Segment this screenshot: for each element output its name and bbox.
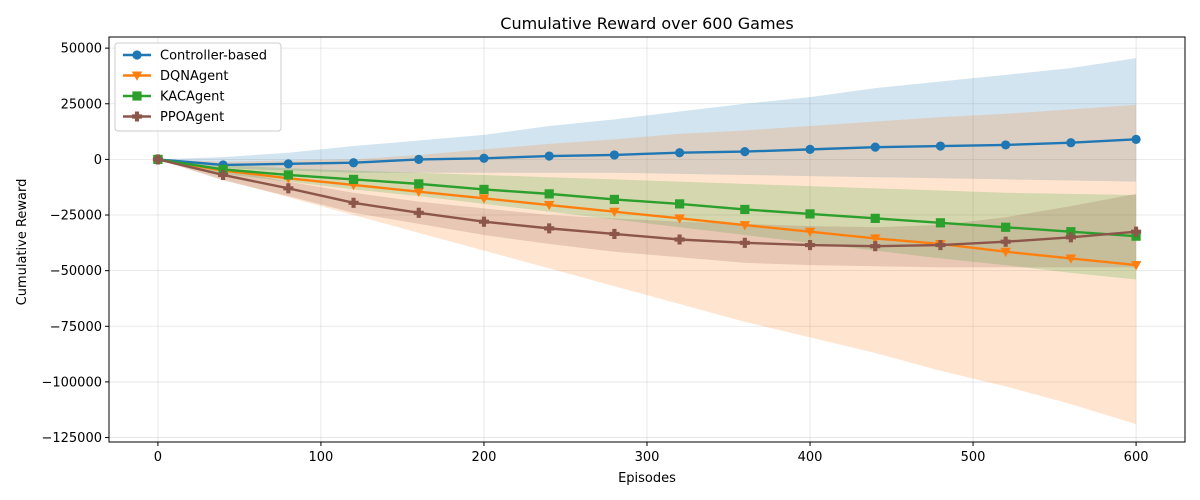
data-point (674, 214, 685, 224)
data-point (675, 148, 685, 158)
data-point (283, 170, 293, 180)
chart-title: Cumulative Reward over 600 Games (500, 14, 793, 33)
legend-box (114, 42, 282, 132)
data-point (1131, 134, 1141, 144)
x-tick-label: 300 (635, 450, 660, 465)
axes: 0 100 200 300 400 500 600 −125000 −100000 −75000 −… (41, 36, 1186, 465)
data-point (869, 234, 881, 244)
data-point (609, 207, 620, 217)
data-point (414, 179, 424, 189)
x-axis-label: Episodes (618, 471, 676, 486)
data-point (414, 154, 424, 164)
series-lines (152, 134, 1142, 271)
data-point (152, 154, 163, 165)
data-point (479, 153, 489, 163)
data-point (870, 213, 880, 223)
x-tick-label: 100 (309, 450, 334, 465)
data-point (674, 234, 685, 245)
data-point (1066, 138, 1076, 148)
data-point (1001, 222, 1011, 232)
data-point (1066, 227, 1076, 237)
data-point (805, 144, 815, 154)
data-point (544, 151, 554, 161)
x-tick-label: 200 (472, 450, 497, 465)
y-tick-label: 25000 (61, 97, 102, 112)
confidence-band (157, 104, 1137, 425)
series-line (157, 158, 1137, 267)
data-point (348, 174, 359, 185)
x-tick-label: 0 (154, 450, 162, 465)
data-point (739, 221, 751, 231)
data-point (131, 71, 143, 81)
legend-label: KACAgent (160, 90, 225, 105)
data-point (218, 164, 228, 175)
data-point (544, 189, 554, 199)
y-tick-label: −50000 (50, 264, 102, 279)
data-point (218, 169, 229, 181)
legend-label: Controller-based (160, 49, 267, 64)
y-tick-label: −100000 (41, 375, 102, 390)
data-point (804, 227, 816, 238)
data-point (1001, 140, 1011, 150)
data-point (478, 194, 490, 204)
x-tick-label: 500 (961, 450, 986, 465)
series-line (157, 158, 1137, 238)
x-tick-label: 600 (1124, 450, 1149, 465)
legend: Controller-based DQNAgent KACAgent PPOAgent (114, 42, 282, 132)
legend-label: DQNAgent (160, 69, 228, 84)
legend-label: PPOAgent (160, 110, 224, 125)
data-point (1065, 232, 1076, 243)
data-point (609, 228, 620, 239)
data-point (805, 209, 815, 219)
data-point (675, 199, 685, 209)
data-point (283, 159, 293, 169)
data-point (132, 91, 142, 101)
data-point (1131, 226, 1142, 237)
data-point (348, 197, 359, 208)
data-point (132, 50, 142, 60)
data-point (870, 241, 881, 252)
y-tick-label: −125000 (41, 431, 102, 446)
data-point (1000, 247, 1011, 258)
x-tick-label: 400 (798, 450, 823, 465)
data-point (478, 216, 490, 227)
y-axis-label: Cumulative Reward (15, 179, 30, 306)
y-tick-label: −75000 (50, 320, 102, 335)
data-point (1000, 236, 1011, 247)
y-tick-label: −25000 (50, 209, 102, 224)
data-point (870, 142, 880, 152)
data-point (413, 207, 424, 218)
data-point (544, 223, 555, 234)
data-point (609, 150, 619, 160)
data-point (543, 201, 555, 211)
data-point (131, 111, 143, 122)
y-tick-label: 50000 (61, 42, 102, 57)
series-line (157, 158, 1137, 248)
data-point (935, 141, 946, 151)
data-point (283, 183, 294, 194)
data-point (1130, 261, 1142, 271)
data-point (609, 194, 619, 205)
data-point (935, 218, 946, 228)
data-point (804, 240, 816, 251)
data-point (740, 204, 750, 215)
data-point (739, 237, 750, 248)
confidence-band (157, 58, 1137, 182)
series-line (157, 138, 1137, 167)
data-point (1065, 254, 1077, 264)
data-point (935, 240, 946, 251)
data-point (740, 147, 750, 157)
data-point (413, 187, 425, 197)
data-point (479, 184, 489, 195)
grid-lines (109, 37, 1185, 442)
y-tick-label: 0 (94, 153, 102, 168)
data-point (348, 158, 359, 168)
